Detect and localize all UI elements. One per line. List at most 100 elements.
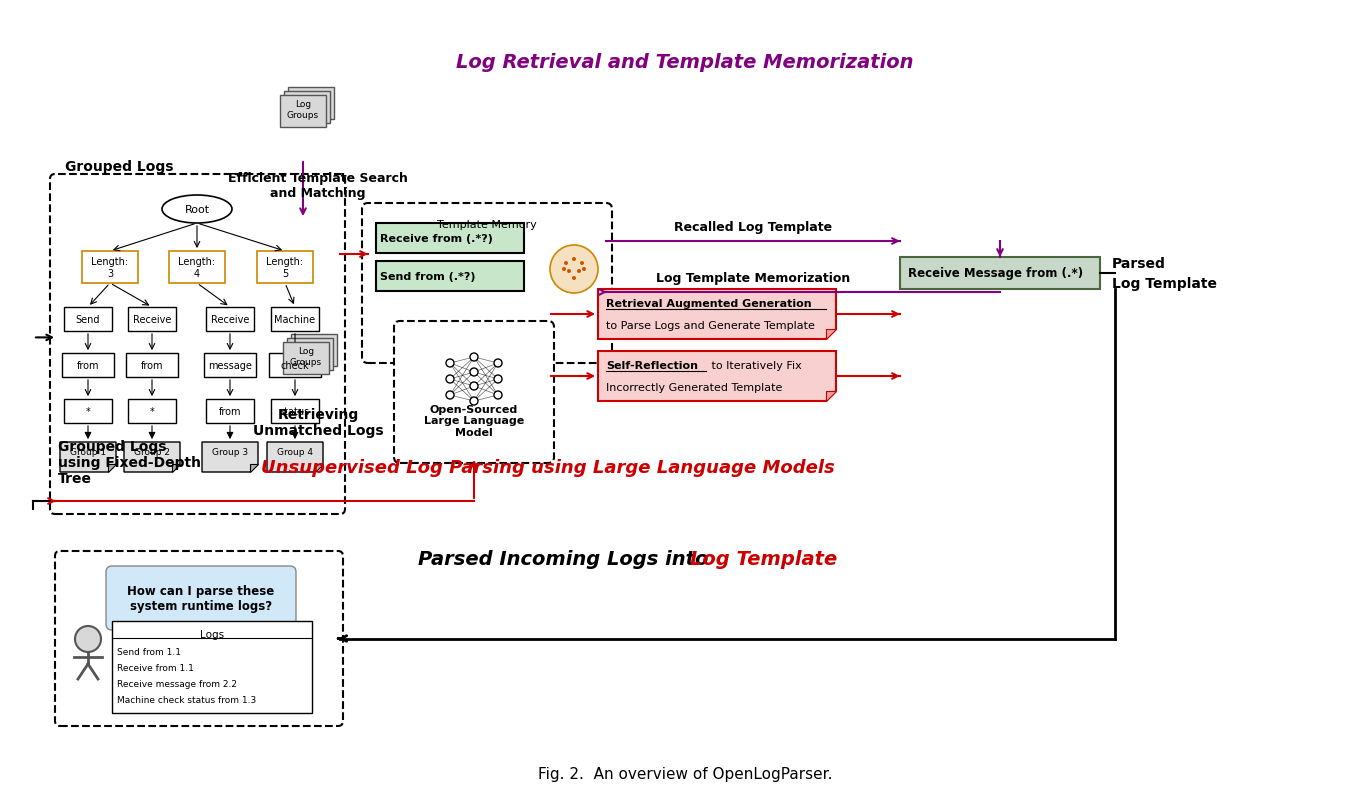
Text: Receive: Receive [133, 315, 171, 324]
Text: to Parse Logs and Generate Template: to Parse Logs and Generate Template [606, 320, 815, 331]
Text: Grouped Logs: Grouped Logs [64, 160, 174, 173]
Polygon shape [267, 442, 323, 472]
Bar [126, 353, 178, 377]
FancyBboxPatch shape [105, 566, 296, 630]
Text: from: from [219, 406, 241, 417]
Circle shape [564, 262, 569, 266]
Circle shape [577, 270, 581, 274]
Text: Retrieving
Unmatched Logs: Retrieving Unmatched Logs [252, 407, 384, 438]
Polygon shape [60, 442, 116, 472]
Text: Logs: Logs [200, 630, 225, 639]
Circle shape [573, 277, 575, 281]
Text: Send from (.*?): Send from (.*?) [379, 271, 475, 282]
Polygon shape [201, 442, 258, 472]
Circle shape [470, 382, 478, 390]
Circle shape [447, 392, 453, 400]
Bar [206, 400, 253, 423]
Text: *: * [149, 406, 155, 417]
Polygon shape [597, 352, 836, 402]
Bar [127, 400, 175, 423]
Circle shape [447, 360, 453, 368]
Text: Receive: Receive [211, 315, 249, 324]
Bar [269, 353, 321, 377]
Polygon shape [826, 392, 836, 402]
Text: Group 4: Group 4 [277, 448, 312, 457]
Text: Fig. 2.  An overview of OpenLogParser.: Fig. 2. An overview of OpenLogParser. [538, 766, 832, 781]
Text: Machine: Machine [274, 315, 315, 324]
Text: Incorrectly Generated Template: Incorrectly Generated Template [606, 382, 782, 393]
Bar [62, 353, 114, 377]
Bar [271, 308, 319, 332]
Text: Log
Groups: Log Groups [290, 347, 322, 366]
Bar [64, 308, 112, 332]
Text: Length:
3: Length: 3 [92, 257, 129, 279]
FancyBboxPatch shape [362, 204, 612, 364]
Bar [279, 96, 326, 128]
Text: Grouped Logs
using Fixed-Depth
Tree: Grouped Logs using Fixed-Depth Tree [58, 439, 201, 486]
Text: Recalled Log Template: Recalled Log Template [674, 221, 832, 234]
Bar [112, 622, 312, 713]
Bar [375, 224, 523, 254]
Bar [375, 262, 523, 291]
Text: Log
Groups: Log Groups [286, 100, 319, 120]
Text: Receive from (.*?): Receive from (.*?) [379, 234, 493, 243]
Text: Receive Message from (.*): Receive Message from (.*) [908, 267, 1084, 280]
Circle shape [582, 267, 586, 271]
Circle shape [495, 360, 501, 368]
Text: Log Retrieval and Template Memorization: Log Retrieval and Template Memorization [456, 52, 914, 71]
Bar [82, 251, 138, 283]
Text: message: message [208, 361, 252, 370]
Circle shape [470, 397, 478, 406]
Circle shape [470, 353, 478, 361]
Polygon shape [125, 442, 179, 472]
Text: Machine check status from 1.3: Machine check status from 1.3 [116, 695, 256, 704]
Text: Send: Send [75, 315, 100, 324]
Bar [64, 400, 112, 423]
Text: Send from 1.1: Send from 1.1 [116, 647, 181, 656]
Text: Template Memory: Template Memory [437, 220, 537, 230]
Text: Receive message from 2.2: Receive message from 2.2 [116, 679, 237, 688]
Circle shape [495, 392, 501, 400]
Text: Group 2: Group 2 [134, 448, 170, 457]
Text: Receive from 1.1: Receive from 1.1 [116, 663, 195, 672]
Bar [127, 308, 175, 332]
Text: Log Template: Log Template [690, 550, 837, 569]
Text: Retrieval Augmented Generation: Retrieval Augmented Generation [606, 299, 811, 308]
Bar [206, 308, 253, 332]
Polygon shape [108, 464, 116, 472]
Text: Self-Reflection: Self-Reflection [606, 361, 697, 370]
Circle shape [562, 267, 566, 271]
Text: Log Template Memorization: Log Template Memorization [656, 271, 851, 284]
Text: Log Template: Log Template [1112, 277, 1217, 291]
Text: Group 3: Group 3 [212, 448, 248, 457]
Circle shape [495, 376, 501, 384]
Polygon shape [173, 464, 179, 472]
Ellipse shape [162, 196, 232, 224]
Text: Group 1: Group 1 [70, 448, 105, 457]
Bar [258, 251, 312, 283]
Text: Efficient Template Search
and Matching: Efficient Template Search and Matching [227, 172, 408, 200]
Text: to Iteratively Fix: to Iteratively Fix [708, 361, 801, 370]
Bar [288, 88, 334, 120]
Text: Open-Sourced
Large Language
Model: Open-Sourced Large Language Model [423, 404, 525, 438]
Text: Parsed Incoming Logs into: Parsed Incoming Logs into [418, 550, 715, 569]
Text: status: status [279, 406, 310, 417]
Bar [284, 343, 329, 374]
Text: How can I parse these
system runtime logs?: How can I parse these system runtime log… [127, 585, 274, 612]
Bar [900, 258, 1100, 290]
Polygon shape [249, 464, 258, 472]
Text: check: check [281, 361, 310, 370]
Circle shape [549, 246, 597, 294]
Text: *: * [86, 406, 90, 417]
Text: Parsed: Parsed [1112, 257, 1166, 271]
Polygon shape [826, 329, 836, 340]
Text: Root: Root [185, 205, 210, 214]
Polygon shape [597, 290, 836, 340]
Text: Length:
5: Length: 5 [266, 257, 304, 279]
Bar [169, 251, 225, 283]
Circle shape [75, 626, 101, 652]
Circle shape [573, 258, 575, 262]
Text: Length:
4: Length: 4 [178, 257, 215, 279]
Bar [284, 92, 330, 124]
Polygon shape [315, 464, 323, 472]
